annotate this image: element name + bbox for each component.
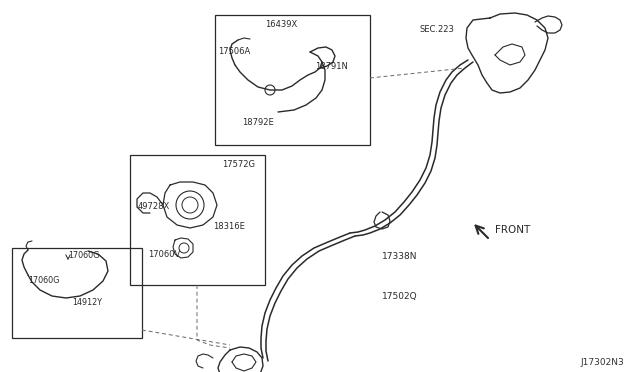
Text: 17572G: 17572G	[222, 160, 255, 169]
Bar	[215, 15, 370, 145]
Text: FRONT: FRONT	[495, 225, 531, 235]
Text: 17060V: 17060V	[148, 250, 180, 259]
Text: 49728X: 49728X	[138, 202, 170, 211]
Text: 17338N: 17338N	[382, 252, 417, 261]
Text: J17302N3: J17302N3	[580, 358, 624, 367]
Text: 16439X: 16439X	[265, 20, 297, 29]
Text: 17060G: 17060G	[68, 251, 99, 260]
Text: 18792E: 18792E	[242, 118, 274, 127]
Text: 18791N: 18791N	[315, 62, 348, 71]
Text: 18316E: 18316E	[213, 222, 245, 231]
Text: 17502Q: 17502Q	[382, 292, 418, 301]
Bar	[12, 248, 142, 338]
Text: SEC.223: SEC.223	[420, 25, 455, 34]
Text: 14912Y: 14912Y	[72, 298, 102, 307]
Bar	[130, 155, 265, 285]
Text: 17060G: 17060G	[28, 276, 60, 285]
Text: 17506A: 17506A	[218, 47, 250, 56]
